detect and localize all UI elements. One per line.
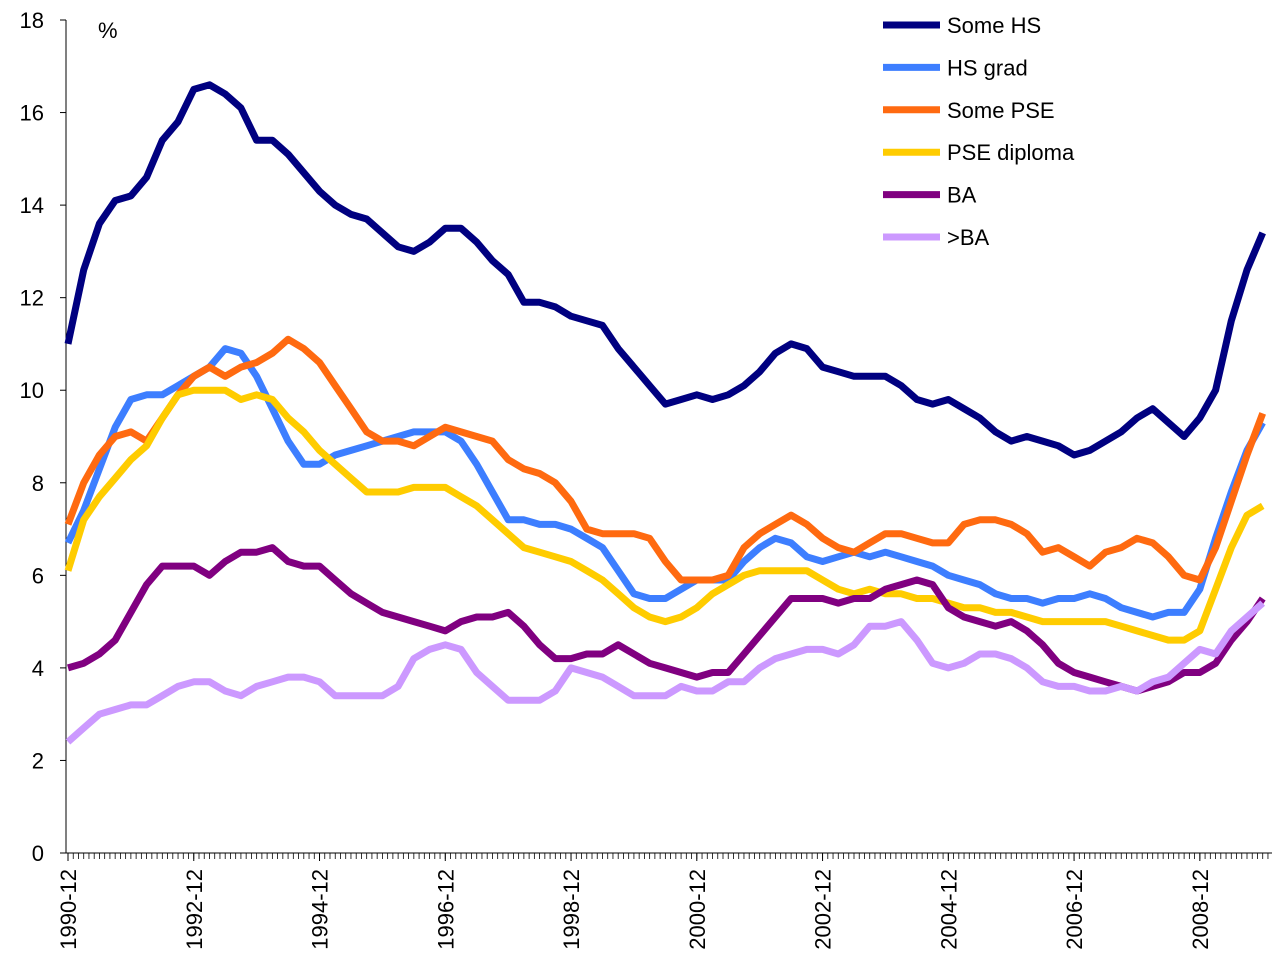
y-tick-label: 14 bbox=[20, 193, 44, 218]
legend-label: >BA bbox=[947, 225, 990, 250]
y-tick-label: 8 bbox=[32, 471, 44, 496]
y-tick-label: 6 bbox=[32, 563, 44, 588]
y-tick-label: 2 bbox=[32, 748, 44, 773]
y-tick-label: 10 bbox=[20, 378, 44, 403]
y-tick-label: 16 bbox=[20, 101, 44, 126]
x-tick-label: 2008-12 bbox=[1188, 869, 1213, 950]
x-tick-label: 1994-12 bbox=[308, 869, 333, 950]
legend-label: Some PSE bbox=[947, 98, 1055, 123]
y-tick-label: 12 bbox=[20, 286, 44, 311]
x-tick-label: 1992-12 bbox=[182, 869, 207, 950]
y-axis-label: % bbox=[98, 18, 118, 43]
y-tick-label: 4 bbox=[32, 656, 44, 681]
legend-label: BA bbox=[947, 183, 977, 208]
x-tick-label: 1998-12 bbox=[559, 869, 584, 950]
series-line bbox=[64, 345, 1266, 621]
x-tick-label: 2000-12 bbox=[685, 869, 710, 950]
y-tick-label: 0 bbox=[32, 841, 44, 866]
x-tick-label: 1990-12 bbox=[56, 869, 81, 950]
x-tick-label: 2002-12 bbox=[811, 869, 836, 950]
series-line bbox=[65, 600, 1266, 745]
series-line bbox=[64, 386, 1265, 644]
series-line bbox=[67, 544, 1266, 695]
x-tick-label: 2006-12 bbox=[1062, 869, 1087, 950]
series-line bbox=[64, 335, 1266, 584]
x-tick-label: 2004-12 bbox=[936, 869, 961, 950]
legend-label: HS grad bbox=[947, 55, 1028, 80]
legend-label: PSE diploma bbox=[947, 140, 1075, 165]
legend-label: Some HS bbox=[947, 13, 1041, 38]
y-tick-label: 18 bbox=[20, 8, 44, 33]
x-tick-label: 1996-12 bbox=[433, 869, 458, 950]
series-line bbox=[64, 81, 1266, 459]
